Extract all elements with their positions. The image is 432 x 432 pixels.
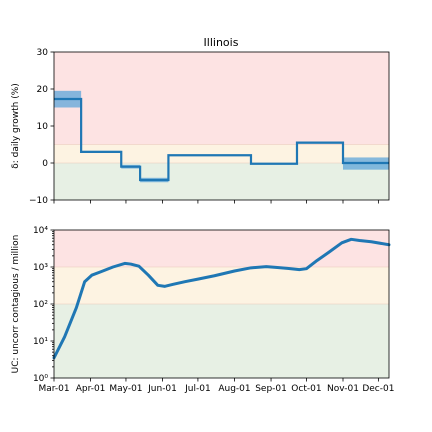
growth-zone-medium: [54, 144, 389, 163]
contagious-axes: 10⁴ 10³ 10² 10¹ 10⁰ Mar-01 Apr-01 May-01 Jun-01…: [11, 226, 394, 394]
growth-y-tick-label: 10: [37, 122, 49, 132]
contagious-x-tick-label: Mar-01: [38, 384, 69, 394]
growth-y-ticks: 30 20 10 0 −10: [29, 48, 54, 206]
contagious-x-tick-label: Nov-01: [327, 384, 359, 394]
growth-y-label: δ: daily growth (%): [11, 83, 21, 169]
contagious-series-line: [52, 237, 391, 360]
contagious-y-ticks: 10⁴ 10³ 10² 10¹ 10⁰: [33, 226, 54, 384]
contagious-y-tick-label: 10³: [33, 263, 48, 273]
growth-y-tick-label: 20: [37, 85, 49, 95]
growth-y-tick-label: 30: [37, 48, 49, 58]
contagious-y-label: UC: uncorr contagious / million: [11, 235, 21, 374]
growth-zone-high: [54, 52, 389, 145]
contagious-y-tick-label: 10¹: [33, 337, 48, 347]
contagious-zone-high: [54, 230, 389, 267]
contagious-x-tick-label: Sep-01: [255, 384, 287, 394]
contagious-x-ticks: Mar-01 Apr-01 May-01 Jun-01 Jul-01 Aug-01 Sep-…: [38, 378, 394, 394]
growth-axes: 30 20 10 0 −10 δ: daily growth (%): [11, 48, 390, 206]
contagious-x-tick-label: Jul-01: [184, 384, 211, 394]
growth-x-ticks: [53, 200, 379, 204]
contagious-x-tick-label: Aug-01: [218, 384, 250, 394]
growth-y-tick-label: −10: [29, 196, 48, 206]
growth-y-tick-label: 0: [42, 159, 48, 169]
contagious-zones: [54, 230, 389, 378]
growth-series-line: [54, 97, 389, 182]
growth-zone-low: [54, 163, 389, 200]
contagious-x-tick-label: Dec-01: [362, 384, 394, 394]
contagious-y-tick-label: 10⁴: [33, 226, 48, 236]
growth-zones: [54, 52, 389, 200]
contagious-x-tick-label: May-01: [109, 384, 142, 394]
contagious-y-tick-label: 10²: [33, 300, 48, 310]
contagious-y-tick-label: 10⁰: [33, 374, 48, 384]
contagious-zone-low: [54, 304, 389, 378]
contagious-x-tick-label: Jun-01: [147, 384, 177, 394]
contagious-x-tick-label: Oct-01: [291, 384, 321, 394]
chart-title: Illinois: [204, 36, 239, 49]
contagious-x-tick-label: Apr-01: [76, 384, 106, 394]
